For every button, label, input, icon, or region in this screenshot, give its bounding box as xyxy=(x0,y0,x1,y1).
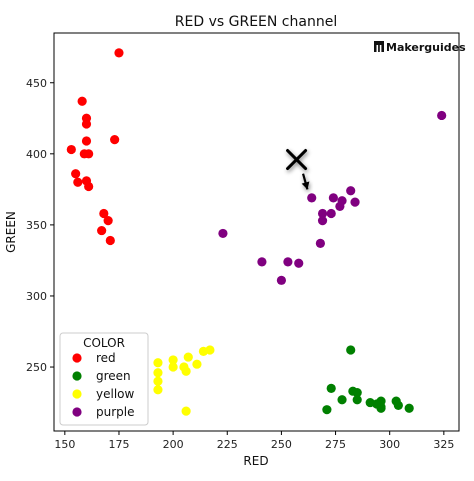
data-point-purple xyxy=(317,208,328,219)
legend-entries: red green yellow purple xyxy=(72,351,135,419)
legend-marker-green xyxy=(72,371,82,381)
data-point-purple xyxy=(328,193,338,203)
data-point-red xyxy=(97,225,107,236)
data-point-red xyxy=(99,208,109,219)
data-point-red xyxy=(110,135,120,145)
data-point-purple xyxy=(346,186,356,196)
legend-marker-purple xyxy=(72,407,82,417)
x-axis-ticks: 150 175 200 225 250 275 300 325 xyxy=(54,431,454,451)
legend: COLOR red green yellow purple xyxy=(59,332,149,426)
x-tick-label: 300 xyxy=(379,438,400,451)
data-point-green xyxy=(404,403,414,413)
data-point-green xyxy=(376,403,386,413)
legend-title: COLOR xyxy=(83,336,125,350)
data-point-purple xyxy=(350,197,360,207)
data-point-purple xyxy=(276,275,287,285)
legend-marker-red xyxy=(72,353,82,363)
data-point-red xyxy=(77,96,87,106)
data-point-yellow xyxy=(183,352,193,362)
data-point-purple xyxy=(315,238,325,248)
x-tick-label: 150 xyxy=(54,438,75,451)
data-point-green xyxy=(326,383,336,393)
data-point-yellow xyxy=(153,358,163,368)
data-point-red xyxy=(73,177,83,187)
data-point-yellow xyxy=(153,385,163,395)
legend-label-purple: purple xyxy=(96,405,135,419)
data-point-purple xyxy=(283,257,293,267)
data-point-green xyxy=(352,388,362,398)
x-tick-label: 250 xyxy=(271,438,292,451)
legend-label-red: red xyxy=(96,351,116,365)
data-point-yellow xyxy=(153,368,163,378)
legend-marker-yellow xyxy=(72,389,82,399)
y-tick-label: 250 xyxy=(26,361,47,374)
data-point-red xyxy=(81,119,92,129)
data-point-purple xyxy=(317,216,328,226)
data-point-purple xyxy=(307,193,317,203)
data-point-purple xyxy=(218,228,228,239)
arrow-head xyxy=(301,181,310,190)
data-point-yellow xyxy=(153,376,163,386)
x-tick-label: 275 xyxy=(325,438,346,451)
legend-box xyxy=(59,332,149,426)
data-point-red xyxy=(84,181,94,192)
x-tick-label: 325 xyxy=(433,438,454,451)
data-point-yellow xyxy=(181,366,191,376)
data-point-green xyxy=(352,395,362,405)
y-axis-label: GREEN xyxy=(4,211,18,253)
data-point-red xyxy=(66,144,76,155)
y-axis-ticks: 250 300 350 400 450 xyxy=(26,77,54,374)
data-point-green xyxy=(322,405,332,415)
data-point-purple xyxy=(257,257,267,267)
x-marker xyxy=(286,149,308,171)
data-point-red xyxy=(84,149,94,159)
data-point-yellow xyxy=(168,355,178,365)
x-marker-stroke xyxy=(286,149,308,171)
data-point-purple xyxy=(335,201,345,212)
data-point-red xyxy=(114,48,124,58)
data-points xyxy=(66,48,447,416)
brand-text: Makerguides xyxy=(386,41,466,54)
data-point-purple xyxy=(437,110,447,121)
annotations xyxy=(286,149,310,190)
chart-title: RED vs GREEN channel xyxy=(175,14,337,30)
data-point-purple xyxy=(326,208,336,219)
y-tick-label: 350 xyxy=(26,219,47,232)
x-axis-label: RED xyxy=(243,454,268,468)
data-point-red xyxy=(71,169,81,179)
arrow xyxy=(301,173,310,190)
data-point-yellow xyxy=(181,406,191,416)
legend-label-yellow: yellow xyxy=(96,387,134,401)
y-tick-label: 450 xyxy=(26,77,47,90)
data-point-red xyxy=(81,136,92,146)
data-point-yellow xyxy=(205,345,215,355)
legend-label-green: green xyxy=(96,369,131,383)
data-point-green xyxy=(337,395,347,405)
x-tick-label: 225 xyxy=(217,438,238,451)
data-point-yellow xyxy=(168,362,178,372)
data-point-red xyxy=(103,216,113,226)
maker-logo-icon xyxy=(374,41,384,52)
y-tick-label: 400 xyxy=(26,148,47,161)
y-tick-label: 300 xyxy=(26,290,47,303)
x-tick-label: 200 xyxy=(163,438,184,451)
data-point-red xyxy=(105,235,115,246)
data-point-green xyxy=(393,400,403,411)
data-point-yellow xyxy=(192,359,202,369)
plot-area-frame xyxy=(53,32,460,432)
data-point-green xyxy=(346,345,356,355)
data-point-purple xyxy=(294,258,304,268)
brand-logo: Makerguides xyxy=(374,41,466,54)
x-tick-label: 175 xyxy=(108,438,129,451)
